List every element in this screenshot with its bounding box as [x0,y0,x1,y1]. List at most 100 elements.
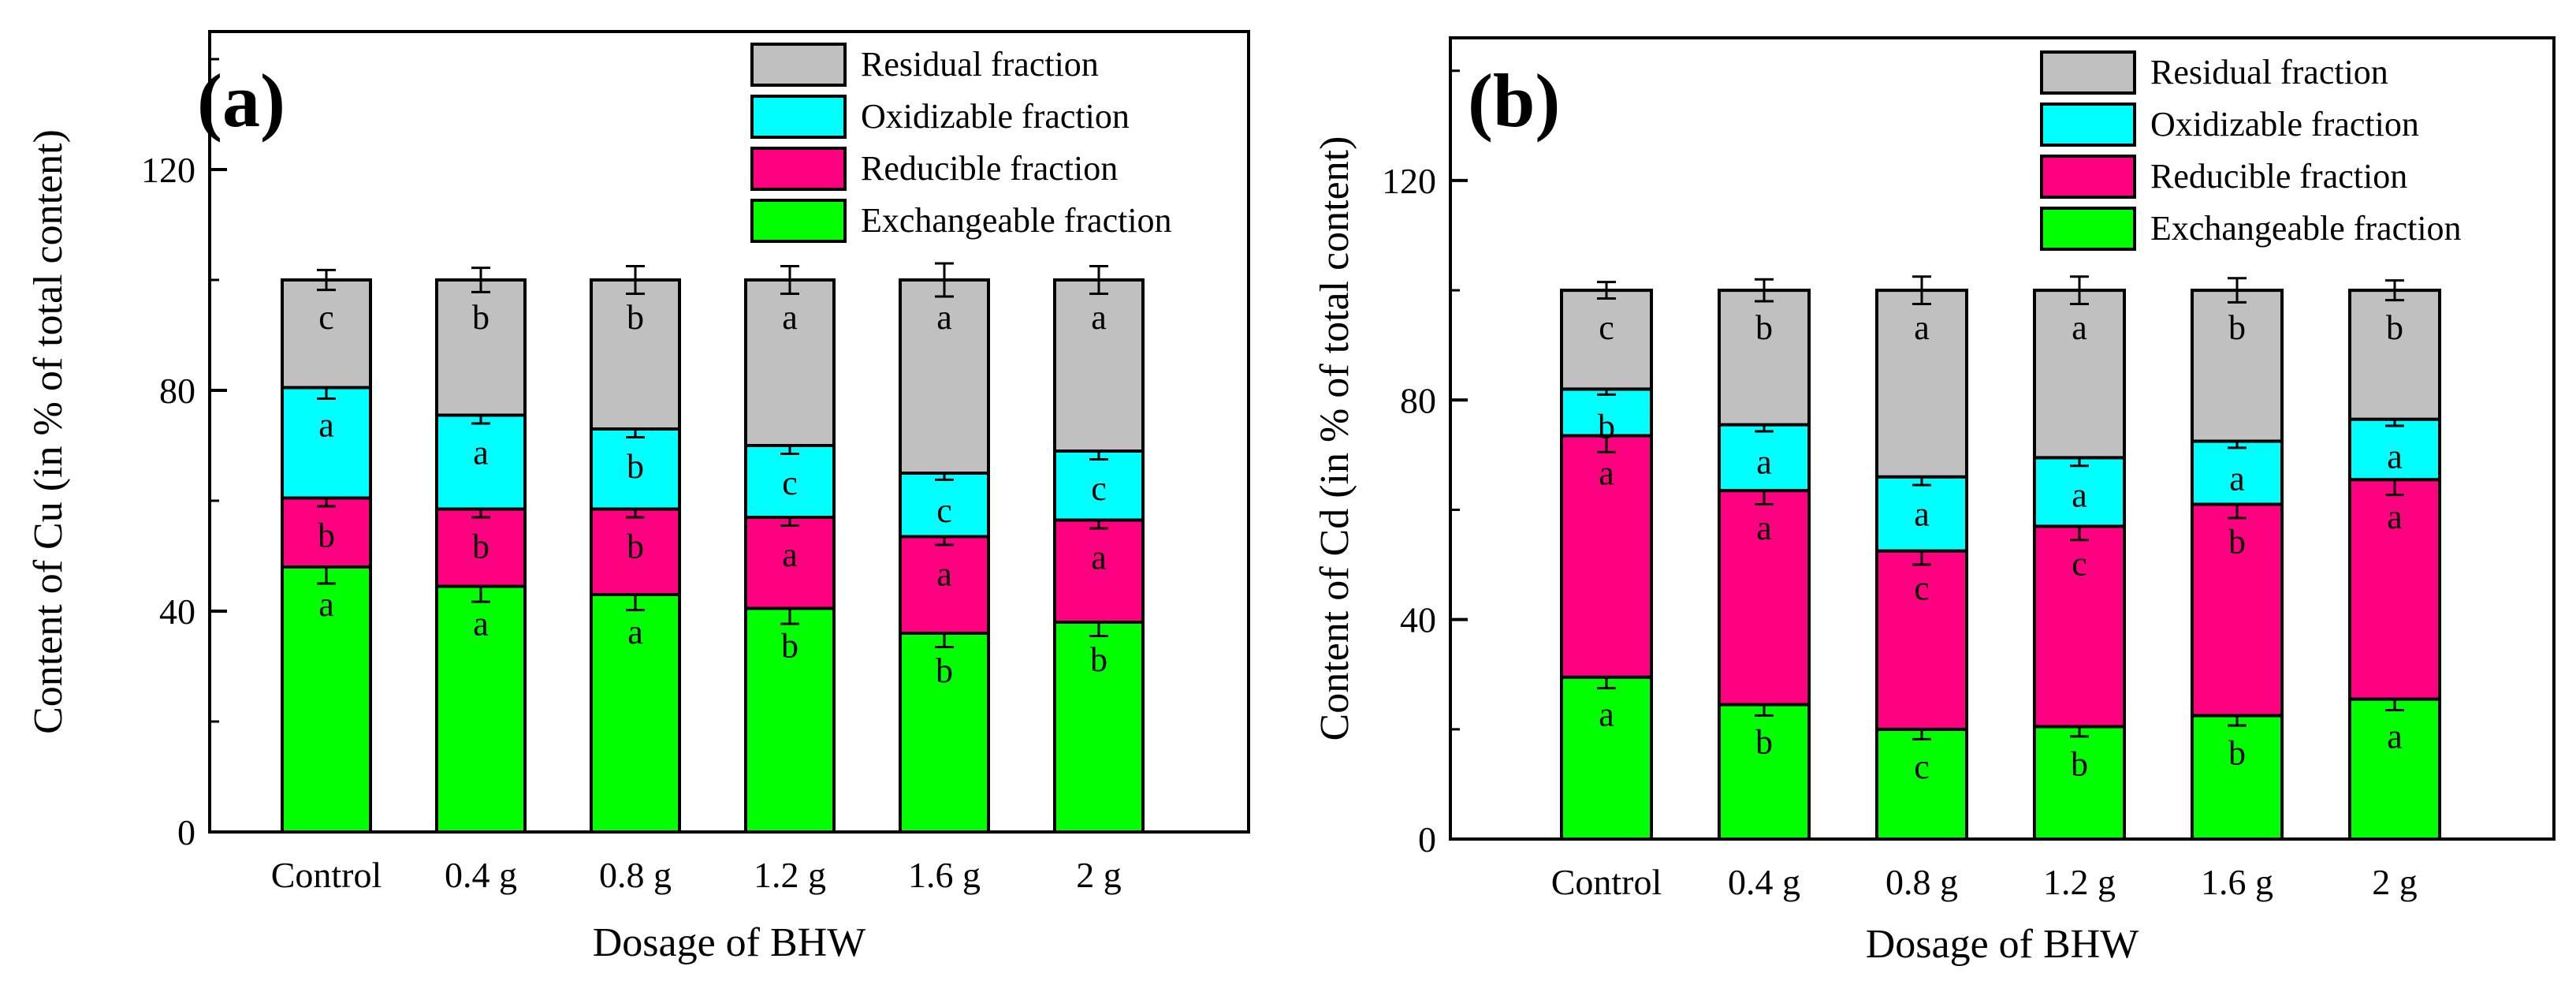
y-axis-title: Content of Cd (in % of total content) [1312,136,1357,741]
bar-segment-residual [744,278,836,447]
bar-segment-reducible [590,507,681,596]
panel-label: (a) [197,58,285,143]
bar-segment-residual [2191,289,2284,443]
legend-label: Oxidizable fraction [2150,105,2419,144]
bar-segment-residual [435,278,527,417]
y-tick-label: 40 [1400,600,1436,640]
bar-segment-exchangeable [435,584,527,834]
legend-swatch-oxidizable [2040,103,2136,147]
bar-segment-exchangeable [744,606,836,834]
bar-segment-exchangeable [1560,675,1653,841]
significance-letter: b [2228,308,2246,347]
significance-letter: a [1599,454,1614,493]
bar-segment-oxidizable [899,472,990,539]
y-tick-label: 80 [159,371,195,411]
significance-letter: b [781,627,798,666]
bar-segment-oxidizable [2348,417,2441,482]
significance-letter: b [1090,640,1107,679]
y-tick-label: 0 [177,812,195,852]
bar-segment-residual [1718,289,1811,427]
significance-letter: a [782,298,798,337]
bar-segment-exchangeable [2033,725,2126,841]
significance-letter: a [2387,718,2403,756]
legend-label: Reducible fraction [2150,157,2407,196]
bar-segment-oxidizable [435,413,527,511]
bar-segment-reducible [2348,478,2441,701]
significance-letter: a [1756,509,1772,547]
significance-letter: a [1914,495,1930,534]
significance-letter: a [1914,308,1930,347]
bar-segment-reducible [435,507,527,588]
significance-letter: b [627,298,644,337]
legend-swatch-reducible [750,147,847,191]
bar-segment-reducible [744,516,836,610]
significance-letter: c [1091,469,1107,508]
panel-label: (b) [1468,58,1560,143]
bar-segment-exchangeable [1875,727,1968,841]
significance-letter: c [936,491,952,530]
significance-letter: c [782,464,798,502]
significance-letter: b [2071,744,2088,783]
bar-segment-oxidizable [2191,439,2284,506]
x-axis-title: Dosage of BHW [1866,922,2139,967]
significance-letter: b [2228,733,2246,772]
bar-segment-reducible [1560,434,1653,679]
y-tick-label: 120 [141,150,195,190]
significance-letter: a [1756,443,1772,482]
significance-letter: a [318,406,334,445]
significance-letter: a [473,605,489,643]
y-tick-label: 40 [159,591,195,632]
bar-segment-reducible [1053,518,1145,624]
significance-letter: b [2228,523,2246,561]
significance-letter: b [2386,308,2403,347]
x-tick-label: 2 g [2372,862,2418,902]
bar-segment-residual [899,278,990,475]
significance-letter: a [1599,696,1614,734]
significance-letter: b [472,298,490,337]
bar-segment-exchangeable [899,632,990,834]
bar-segment-oxidizable [1053,449,1145,522]
stacked-bar: a b b b [590,265,681,834]
x-tick-label: 2 g [1076,855,1122,895]
legend-swatch-reducible [2040,155,2136,199]
significance-letter: c [1599,308,1614,347]
legend-swatch-residual [750,43,847,87]
legend-swatch-exchangeable [750,199,847,243]
bar-segment-residual [1560,289,1653,391]
bar-segment-oxidizable [744,444,836,519]
bar-segment-exchangeable [2191,714,2284,841]
legend-label: Reducible fraction [861,149,1118,188]
stacked-bar: a b a b [435,267,527,834]
x-tick-label: Control [1551,862,1662,902]
bar-segment-residual [590,278,681,431]
plot-frame [1449,36,2556,841]
legend-swatch-residual [2040,50,2136,95]
x-tick-label: 0.4 g [1728,862,1800,902]
significance-letter: b [472,528,490,566]
x-tick-label: 1.2 g [754,855,826,895]
stacked-bar: b aa b [1718,278,1811,841]
bar-segment-oxidizable [590,427,681,511]
significance-letter: a [2072,476,2087,514]
x-tick-label: 1.6 g [2201,862,2273,902]
x-tick-label: Control [271,855,382,895]
y-tick-label: 120 [1382,161,1436,201]
legend-swatch-oxidizable [750,95,847,139]
significance-letter: b [1598,407,1615,446]
y-axis-title: Content of Cu (in % of total content) [26,129,71,734]
significance-letter: a [2229,459,2245,498]
significance-letter: a [473,434,489,472]
significance-letter: b [318,517,335,555]
x-tick-label: 0.4 g [445,855,517,895]
significance-letter: c [1914,569,1930,608]
significance-letter: b [1755,308,1773,347]
legend-label: Exchangeable fraction [861,201,1172,240]
